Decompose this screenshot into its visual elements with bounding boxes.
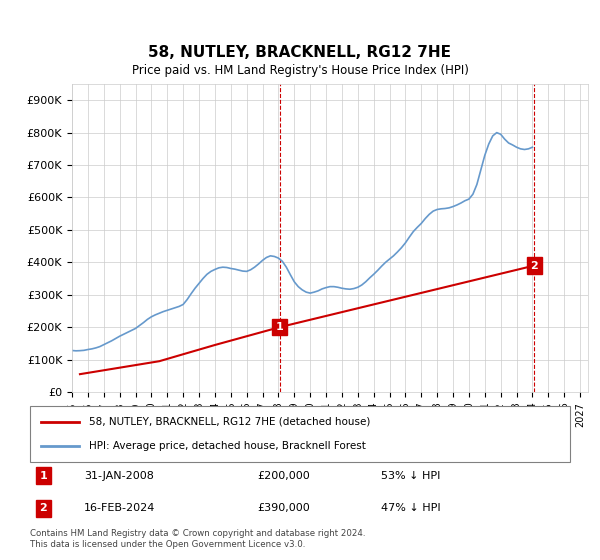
Text: £390,000: £390,000 bbox=[257, 503, 310, 513]
Text: 2: 2 bbox=[40, 503, 47, 513]
Text: 47% ↓ HPI: 47% ↓ HPI bbox=[381, 503, 440, 513]
Text: Price paid vs. HM Land Registry's House Price Index (HPI): Price paid vs. HM Land Registry's House … bbox=[131, 64, 469, 77]
Text: £200,000: £200,000 bbox=[257, 470, 310, 480]
Text: 31-JAN-2008: 31-JAN-2008 bbox=[84, 470, 154, 480]
Text: 1: 1 bbox=[276, 322, 284, 332]
Text: HPI: Average price, detached house, Bracknell Forest: HPI: Average price, detached house, Brac… bbox=[89, 441, 366, 451]
Text: 53% ↓ HPI: 53% ↓ HPI bbox=[381, 470, 440, 480]
Text: 58, NUTLEY, BRACKNELL, RG12 7HE (detached house): 58, NUTLEY, BRACKNELL, RG12 7HE (detache… bbox=[89, 417, 371, 427]
FancyBboxPatch shape bbox=[30, 406, 570, 462]
Text: 16-FEB-2024: 16-FEB-2024 bbox=[84, 503, 155, 513]
Text: Contains HM Land Registry data © Crown copyright and database right 2024.
This d: Contains HM Land Registry data © Crown c… bbox=[30, 529, 365, 549]
Text: 1: 1 bbox=[40, 470, 47, 480]
Text: 2: 2 bbox=[530, 260, 538, 270]
Text: 58, NUTLEY, BRACKNELL, RG12 7HE: 58, NUTLEY, BRACKNELL, RG12 7HE bbox=[149, 45, 452, 60]
